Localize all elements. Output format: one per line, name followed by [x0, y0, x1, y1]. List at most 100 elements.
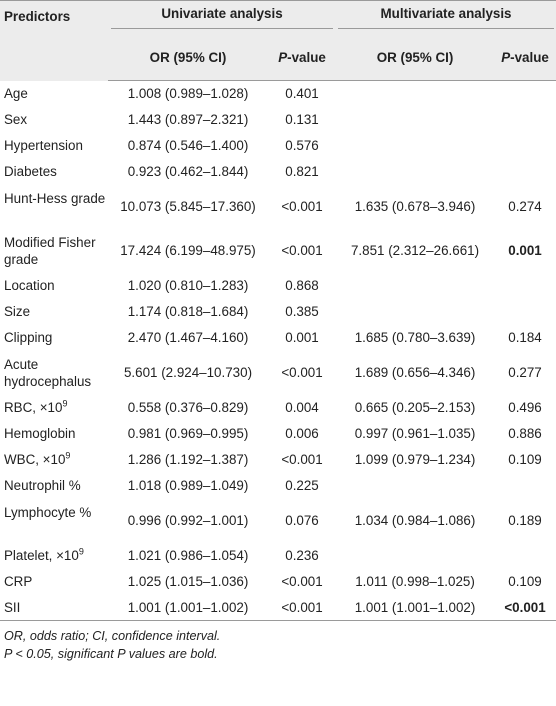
predictor-label: RBC, ×109 [4, 398, 68, 415]
multivariate-p-cell [494, 133, 556, 159]
multivariate-or-cell: 7.851 (2.312–26.661) [350, 243, 480, 258]
predictor-label: Size [4, 304, 31, 319]
univariate-or-cell: 1.021 (0.986–1.054) [127, 548, 249, 563]
univariate-p-cell: 0.076 [285, 513, 319, 528]
univariate-or-cell: 0.996 (0.992–1.001) [127, 513, 249, 528]
multivariate-or-cell [336, 159, 494, 185]
predictor-label: CRP [4, 574, 33, 589]
table-row: Hemoglobin 0.981 (0.969–0.995) 0.006 0.997 … [0, 421, 556, 447]
multivariate-p-cell: 0.184 [508, 330, 542, 345]
table-row: Size 1.174 (0.818–1.684) 0.385 [0, 299, 556, 325]
univariate-or-cell: 1.025 (1.015–1.036) [127, 574, 249, 589]
predictor-label: Location [4, 278, 55, 293]
predictor-label: Diabetes [4, 164, 57, 179]
univariate-p-cell: 0.576 [285, 138, 319, 153]
table-row: Hunt-Hess grade 10.073 (5.845–17.360) <0.0… [0, 185, 556, 229]
table-row: Clipping 2.470 (1.467–4.160) 0.001 1.685 (0… [0, 325, 556, 351]
table-footnotes: OR, odds ratio; CI, confidence interval.… [0, 621, 556, 663]
univariate-or-cell: 0.981 (0.969–0.995) [127, 426, 249, 441]
univariate-p-cell: <0.001 [281, 574, 323, 589]
table-row: Location 1.020 (0.810–1.283) 0.868 [0, 273, 556, 299]
univariate-p-cell: 0.236 [285, 548, 319, 563]
multivariate-p-cell [494, 273, 556, 299]
univariate-p-cell: <0.001 [281, 365, 323, 380]
predictor-label: Acute hydrocephalus [4, 356, 92, 389]
regression-table: Predictors Univariate analysis Multivari… [0, 0, 556, 621]
predictors-header: Predictors [0, 0, 108, 81]
multivariate-or-cell: 1.635 (0.678–3.946) [354, 199, 476, 214]
table-row: Hypertension 0.874 (0.546–1.400) 0.576 [0, 133, 556, 159]
univariate-or-cell: 2.470 (1.467–4.160) [127, 330, 249, 345]
predictor-label: Hemoglobin [4, 426, 76, 441]
multivariate-p-cell: 0.109 [508, 452, 542, 467]
univariate-p-cell: 0.004 [285, 400, 319, 415]
multivariate-p-cell: 0.189 [508, 513, 542, 528]
univariate-or-cell: 1.174 (0.818–1.684) [127, 304, 249, 319]
univariate-or-cell: 1.020 (0.810–1.283) [127, 278, 249, 293]
table-row: Acute hydrocephalus 5.601 (2.924–10.730) <… [0, 351, 556, 395]
multivariate-or-cell [336, 81, 494, 107]
uni-p-header: P-value [268, 34, 337, 81]
table-row: Platelet, ×109 1.021 (0.986–1.054) 0.236 [0, 543, 556, 569]
multivariate-p-cell: 0.274 [508, 199, 542, 214]
multivariate-p-cell [494, 299, 556, 325]
predictor-label: Sex [4, 112, 28, 127]
multivariate-p-cell [494, 107, 556, 133]
multivariate-or-cell: 1.001 (1.001–1.002) [336, 594, 495, 621]
univariate-p-cell: <0.001 [281, 452, 323, 467]
univariate-p-cell: 0.006 [285, 426, 319, 441]
predictor-label: Lymphocyte % [4, 504, 92, 520]
univariate-p-cell: 0.868 [285, 278, 319, 293]
multivariate-or-cell [336, 299, 494, 325]
predictor-label: SII [0, 594, 108, 621]
table-row: Modified Fisher grade 17.424 (6.199–48.97… [0, 229, 556, 273]
univariate-p-cell: 0.401 [285, 86, 319, 102]
footnote-significance: P < 0.05, significant P values are bold. [4, 647, 218, 661]
table-row: SII 1.001 (1.001–1.002) <0.001 1.001 (1.001… [0, 594, 556, 621]
multivariate-or-cell [336, 273, 494, 299]
predictor-label: Clipping [4, 330, 53, 345]
multivariate-or-cell [336, 473, 494, 499]
univariate-or-cell: 5.601 (2.924–10.730) [123, 365, 253, 380]
multivariate-or-cell: 1.034 (0.984–1.086) [354, 513, 476, 528]
univariate-or-cell: 1.443 (0.897–2.321) [127, 112, 249, 127]
univariate-or-cell: 0.874 (0.546–1.400) [127, 138, 249, 153]
table-row: Sex 1.443 (0.897–2.321) 0.131 [0, 107, 556, 133]
univariate-p-cell: <0.001 [281, 199, 323, 214]
table-row: Lymphocyte % 0.996 (0.992–1.001) 0.076 1.03… [0, 499, 556, 543]
univariate-or-cell: 1.001 (1.001–1.002) [108, 594, 268, 621]
univariate-or-cell: 1.286 (1.192–1.387) [127, 452, 249, 467]
multivariate-or-cell: 1.689 (0.656–4.346) [354, 365, 476, 380]
multivariate-p-cell [494, 473, 556, 499]
table-row: RBC, ×109 0.558 (0.376–0.829) 0.004 0.665 (… [0, 395, 556, 421]
univariate-p-cell: 0.225 [285, 478, 319, 493]
univariate-p-cell: 0.131 [285, 112, 319, 127]
table-header: Predictors Univariate analysis Multivari… [0, 0, 556, 81]
table-row: WBC, ×109 1.286 (1.192–1.387) <0.001 1.099 … [0, 447, 556, 473]
univariate-or-cell: 17.424 (6.199–48.975) [120, 243, 256, 258]
predictor-label: WBC, ×109 [4, 450, 71, 467]
uni-or-header: OR (95% CI) [108, 34, 268, 81]
multivariate-p-cell: 0.886 [508, 426, 542, 441]
univariate-or-cell: 10.073 (5.845–17.360) [120, 199, 256, 214]
multivariate-p-cell: 0.277 [508, 365, 542, 380]
univariate-or-cell: 0.558 (0.376–0.829) [127, 400, 249, 415]
univariate-or-cell: 1.018 (0.989–1.049) [127, 478, 249, 493]
multivariate-p-cell: 0.496 [508, 400, 542, 415]
univariate-p-cell: 0.821 [285, 164, 319, 179]
multivariate-or-cell: 1.099 (0.979–1.234) [354, 452, 476, 467]
predictor-label: Hypertension [4, 138, 83, 153]
footnote-abbreviations: OR, odds ratio; CI, confidence interval. [4, 629, 221, 643]
multivariate-p-cell [494, 159, 556, 185]
univariate-p-cell: 0.001 [285, 330, 319, 345]
multivariate-p-cell [494, 543, 556, 569]
multivariate-or-cell: 0.997 (0.961–1.035) [354, 426, 476, 441]
univariate-p-cell: <0.001 [268, 594, 337, 621]
multivariate-or-cell [336, 543, 494, 569]
multivariate-p-cell: <0.001 [494, 594, 556, 621]
univariate-or-cell: 1.008 (0.989–1.028) [127, 86, 249, 102]
multivariate-p-cell: 0.109 [508, 574, 542, 589]
table-row: Diabetes 0.923 (0.462–1.844) 0.821 [0, 159, 556, 185]
table-row: Age 1.008 (0.989–1.028) 0.401 [0, 81, 556, 107]
